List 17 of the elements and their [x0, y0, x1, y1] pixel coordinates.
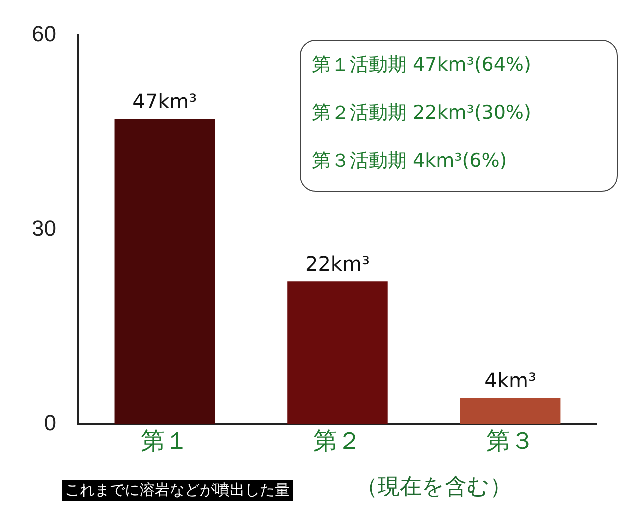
x-tick-label: 第１ — [140, 428, 189, 456]
text: これまでに溶岩などが噴出した量 — [62, 480, 293, 501]
bar — [114, 119, 216, 424]
x-tick-label: 第２ — [314, 428, 362, 456]
y-tick-label: 30 — [32, 216, 56, 241]
data-label: 4km³ — [484, 368, 536, 392]
annotation: 第１活動期 47km³(64%) — [312, 53, 532, 78]
bar — [460, 398, 561, 424]
bar — [288, 282, 388, 424]
data-label: 47km³ — [132, 90, 198, 114]
annotation: 第３活動期 4km³(6%) — [312, 149, 508, 174]
y-tick-label: 0 — [44, 410, 56, 436]
text: （現在を含む） — [356, 474, 512, 502]
data-label: 22km³ — [305, 252, 370, 276]
annotation: 第２活動期 22km³(30%) — [312, 101, 532, 126]
x-tick-label: 第３ — [486, 428, 535, 456]
y-tick-label: 60 — [32, 21, 56, 46]
